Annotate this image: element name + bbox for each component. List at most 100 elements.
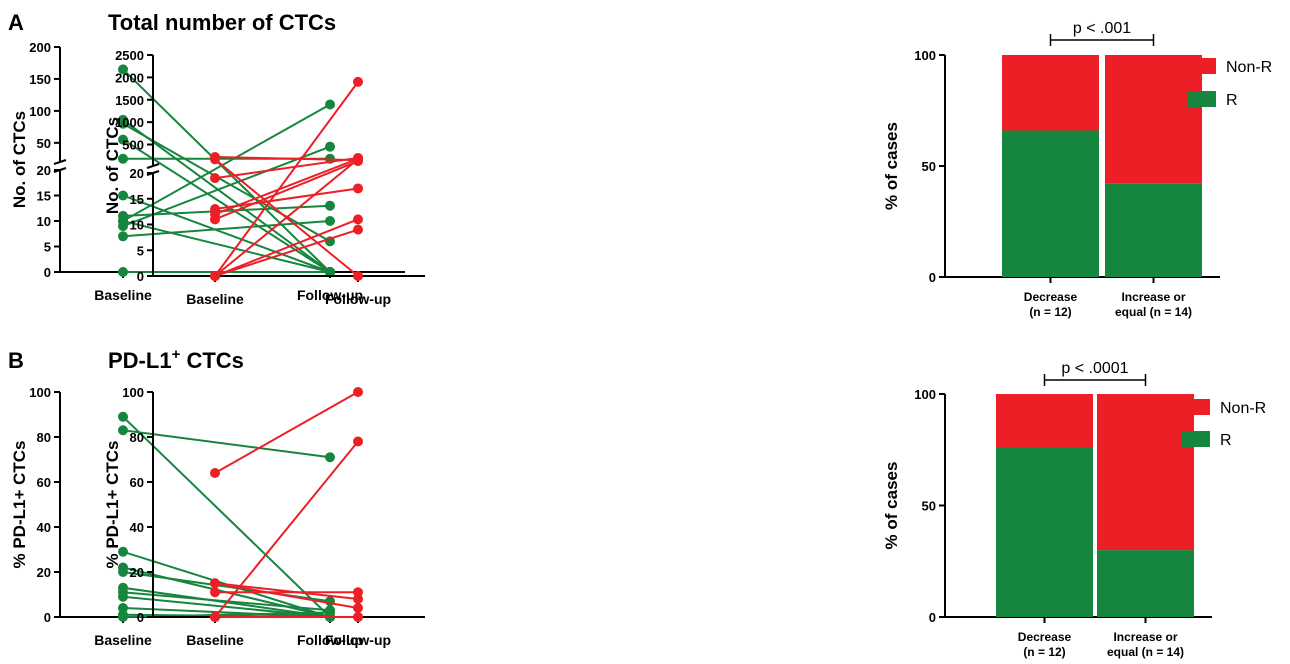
patient-line bbox=[214, 228, 359, 277]
patient-line bbox=[122, 194, 331, 273]
legend-label-non-r: Non-R bbox=[1226, 59, 1272, 76]
x-category-label: Follow-up bbox=[297, 287, 363, 303]
patient-line bbox=[214, 158, 359, 277]
x-category-line: equal (n = 14) bbox=[1115, 305, 1192, 319]
follow-up-point bbox=[353, 224, 363, 235]
x-category-line: Increase or bbox=[1113, 630, 1177, 644]
follow-up-point bbox=[353, 76, 363, 87]
y-tick-label: 20 bbox=[37, 565, 51, 580]
baseline-point bbox=[210, 468, 220, 478]
follow-up-point bbox=[353, 587, 363, 598]
y-tick-label: 10 bbox=[130, 218, 144, 233]
y-tick-label: 50 bbox=[37, 136, 51, 151]
chart-a-total-ctcs-red: 0 5 10 15 20 500 1000 1500 2000 2500 Baseline Follo… bbox=[103, 48, 425, 307]
follow-up-point bbox=[353, 612, 363, 622]
baseline-point bbox=[210, 173, 220, 184]
x-category-line: Increase or bbox=[1121, 290, 1185, 304]
patient-line bbox=[214, 218, 359, 277]
baseline-point bbox=[210, 587, 220, 598]
follow-up-point bbox=[353, 214, 363, 225]
patient-line bbox=[122, 416, 331, 618]
x-category-label: Baseline bbox=[94, 632, 152, 648]
patient-line bbox=[122, 591, 331, 612]
y-tick-label: 0 bbox=[137, 269, 144, 284]
patient-line bbox=[122, 103, 331, 222]
x-category-label: Decrease (n = 12) bbox=[1024, 290, 1078, 319]
bar-segment-non-r bbox=[1002, 55, 1099, 131]
baseline-point bbox=[118, 267, 128, 277]
panel-letter-a: A bbox=[8, 10, 24, 35]
patient-line bbox=[122, 122, 331, 243]
patient-line bbox=[214, 156, 359, 180]
x-category-line: (n = 12) bbox=[1029, 305, 1071, 319]
legend-swatch-r bbox=[1188, 91, 1216, 107]
y-tick-label: 60 bbox=[130, 475, 144, 490]
y-tick-label: 10 bbox=[37, 214, 51, 229]
legend-label-r: R bbox=[1220, 432, 1232, 449]
y-tick-label: 100 bbox=[29, 385, 51, 400]
y-axis-label: No. of CTCs bbox=[10, 111, 29, 208]
x-category-label: Follow-up bbox=[325, 632, 391, 648]
patient-line bbox=[214, 156, 359, 162]
y-axis-label: % of cases bbox=[882, 462, 901, 550]
panel-title-b: PD-L1+ CTCs bbox=[108, 346, 244, 373]
y-tick-label: 40 bbox=[37, 520, 51, 535]
y-tick-label: 100 bbox=[122, 385, 144, 400]
y-tick-label: 1500 bbox=[115, 93, 144, 108]
baseline-point bbox=[118, 591, 128, 602]
patient-line bbox=[214, 160, 359, 221]
legend-swatch-non-r bbox=[1188, 58, 1216, 74]
baseline-point bbox=[118, 612, 128, 622]
y-axis-label: % of cases bbox=[882, 122, 901, 210]
bar-segment-r bbox=[1002, 130, 1099, 277]
y-tick-label: 0 bbox=[44, 610, 51, 625]
baseline-point bbox=[118, 231, 128, 242]
y-tick-label: 2500 bbox=[115, 48, 144, 63]
y-axis-label: % PD-L1+ CTCs bbox=[103, 441, 122, 569]
y-axis-label: % PD-L1+ CTCs bbox=[10, 441, 29, 569]
follow-up-point bbox=[325, 216, 335, 226]
y-tick-label: 50 bbox=[922, 159, 936, 174]
follow-up-point bbox=[325, 99, 335, 110]
follow-up-point bbox=[353, 387, 363, 397]
y-tick-label: 20 bbox=[130, 166, 144, 181]
x-category-label: Baseline bbox=[186, 291, 244, 307]
patient-line bbox=[122, 607, 331, 618]
x-category-label: Follow-up bbox=[297, 632, 363, 648]
x-category-label: Increase or equal (n = 14) bbox=[1107, 630, 1184, 659]
baseline-point bbox=[210, 578, 220, 589]
x-category-label: Increase or equal (n = 14) bbox=[1115, 290, 1192, 319]
y-tick-label: 15 bbox=[37, 189, 51, 204]
x-category-label: Follow-up bbox=[325, 291, 391, 307]
patient-line bbox=[214, 157, 359, 216]
panel-title-a: Total number of CTCs bbox=[108, 10, 336, 35]
y-tick-label: 40 bbox=[130, 520, 144, 535]
follow-up-point bbox=[353, 271, 363, 281]
y-tick-label: 1000 bbox=[115, 115, 144, 130]
x-category-line: equal (n = 14) bbox=[1107, 645, 1184, 659]
follow-up-point bbox=[353, 183, 363, 194]
panel-title-b-main: PD-L1 bbox=[108, 348, 172, 373]
follow-up-point bbox=[325, 452, 335, 463]
y-tick-label: 0 bbox=[929, 610, 936, 625]
x-category-label: Decrease (n = 12) bbox=[1018, 630, 1072, 659]
y-tick-label: 150 bbox=[29, 72, 51, 87]
y-tick-label: 0 bbox=[137, 610, 144, 625]
patient-line bbox=[122, 119, 331, 273]
y-tick-label: 2000 bbox=[115, 70, 144, 85]
patient-line bbox=[122, 220, 331, 238]
baseline-point bbox=[210, 271, 220, 281]
legend-label-non-r: Non-R bbox=[1220, 400, 1266, 417]
bar-segment-non-r bbox=[1105, 55, 1202, 184]
baseline-point bbox=[118, 153, 128, 164]
y-axis-label: No. of CTCs bbox=[103, 117, 122, 214]
bar-segment-r bbox=[1105, 183, 1202, 277]
y-tick-label: 500 bbox=[122, 138, 144, 153]
patient-line bbox=[122, 429, 331, 459]
legend-label-r: R bbox=[1226, 92, 1238, 109]
chart-a-stacked-bars: 0 50 100 % of cases Decrease (n = 12) Increase… bbox=[882, 20, 1272, 319]
x-category-label: Baseline bbox=[94, 287, 152, 303]
y-tick-label: 15 bbox=[130, 192, 144, 207]
y-tick-label: 80 bbox=[37, 430, 51, 445]
